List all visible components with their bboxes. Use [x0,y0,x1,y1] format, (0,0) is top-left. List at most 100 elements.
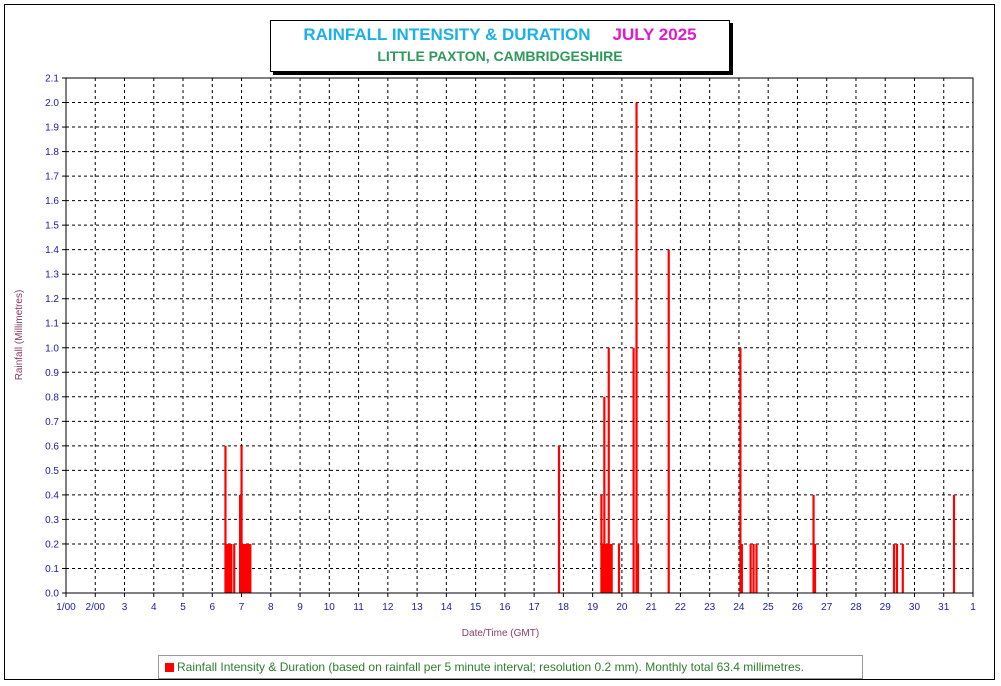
rain-bar [243,543,246,593]
legend-text: Rainfall Intensity & Duration (based on … [177,660,804,674]
x-tick-label: 26 [792,602,804,613]
x-tick-label: 8 [268,602,274,613]
rain-bar [224,445,227,593]
x-tick-label: 23 [704,602,716,613]
x-tick-label: 20 [616,602,628,613]
rain-bar [617,543,621,593]
x-tick-label: 28 [850,602,862,613]
rain-bar [247,543,250,593]
y-tick-label: 1.1 [45,319,59,330]
rain-bar [241,543,245,593]
y-tick-label: 0.8 [45,392,59,403]
x-tick-label: 17 [529,602,541,613]
x-tick-label: 12 [382,602,394,613]
legend: Rainfall Intensity & Duration (based on … [158,655,863,679]
rain-bar [246,543,249,593]
rain-bar [636,543,640,593]
x-tick-label: 15 [470,602,482,613]
y-tick-label: 1.3 [45,270,59,281]
y-tick-label: 2.0 [45,98,59,109]
y-tick-label: 0.2 [45,539,59,550]
y-tick-label: 1.6 [45,196,59,207]
rain-bar [607,347,610,593]
rain-bar [240,445,243,593]
y-axis-label: Rainfall (Millimetres) [14,289,25,381]
rain-bar [606,543,609,593]
rain-bar [895,543,899,593]
y-tick-label: 1.4 [45,245,59,256]
rain-bar [238,494,242,593]
plot-border [65,77,974,594]
x-tick-label: 9 [297,602,303,613]
rain-bar [227,543,230,593]
chart-title-box: RAINFALL INTENSITY & DURATION JULY 2025 L… [270,20,730,72]
chart-frame [4,4,995,680]
rain-bar [739,347,742,593]
chart-title: RAINFALL INTENSITY & DURATION [303,25,591,44]
x-tick-label: 2/00 [86,602,106,613]
rain-bar [749,543,752,593]
rain-bar [632,347,635,593]
x-tick-label: 5 [180,602,186,613]
x-tick-label: 30 [909,602,921,613]
rain-bar [892,543,896,593]
rain-bar [901,543,904,593]
rain-bar [233,543,236,593]
x-tick-label: 10 [324,602,336,613]
rain-bar [600,494,603,593]
rain-bar [244,543,248,593]
rain-bar [228,543,231,593]
x-tick-label: 3 [122,602,128,613]
rain-bar [952,494,956,593]
rain-bar [604,543,607,593]
x-tick-label: 1/00 [56,602,76,613]
x-tick-label: 1 [970,602,976,613]
y-tick-label: 1.8 [45,147,59,158]
y-tick-label: 1.5 [45,221,59,232]
y-tick-label: 1.2 [45,294,59,305]
y-tick-label: 2.1 [45,74,59,85]
rain-bar [230,543,233,593]
rain-bar [667,249,670,593]
chart-title-line: RAINFALL INTENSITY & DURATION JULY 2025 [271,25,729,45]
y-tick-label: 1.9 [45,123,59,134]
rain-bar [755,543,758,593]
rain-bar [740,543,743,593]
x-axis-label: Date/Time (GMT) [461,628,540,639]
y-tick-label: 0.1 [45,564,59,575]
x-tick-label: 29 [880,602,892,613]
x-tick-label: 14 [441,602,453,613]
rain-bar [635,102,638,594]
rain-bar [225,543,229,593]
rain-bar [813,543,817,593]
x-tick-label: 4 [151,602,157,613]
x-tick-label: 22 [675,602,687,613]
chart-subtitle: LITTLE PAXTON, CAMBRIDGESHIRE [377,48,623,64]
rain-bar [752,543,755,593]
chart-month: JULY 2025 [612,25,697,44]
x-tick-label: 16 [499,602,511,613]
y-tick-label: 0.6 [45,441,59,452]
x-tick-label: 25 [763,602,775,613]
legend-swatch [165,662,174,672]
y-tick-label: 0.7 [45,417,59,428]
x-tick-label: 19 [587,602,599,613]
rain-bar [603,396,606,593]
x-tick-label: 27 [821,602,833,613]
x-tick-label: 6 [210,602,216,613]
x-tick-label: 18 [558,602,570,613]
y-tick-label: 1.0 [45,343,59,354]
rain-bar [249,543,252,593]
x-tick-label: 7 [239,602,245,613]
rain-bar [609,543,612,593]
x-tick-label: 13 [412,602,424,613]
x-tick-label: 11 [353,602,364,613]
x-tick-label: 31 [938,602,950,613]
y-tick-label: 0.9 [45,368,59,379]
x-tick-label: 21 [646,602,658,613]
rain-bar [610,543,613,593]
rain-bar [812,494,815,593]
y-tick-label: 0.5 [45,466,59,477]
y-tick-label: 0.4 [45,490,59,501]
